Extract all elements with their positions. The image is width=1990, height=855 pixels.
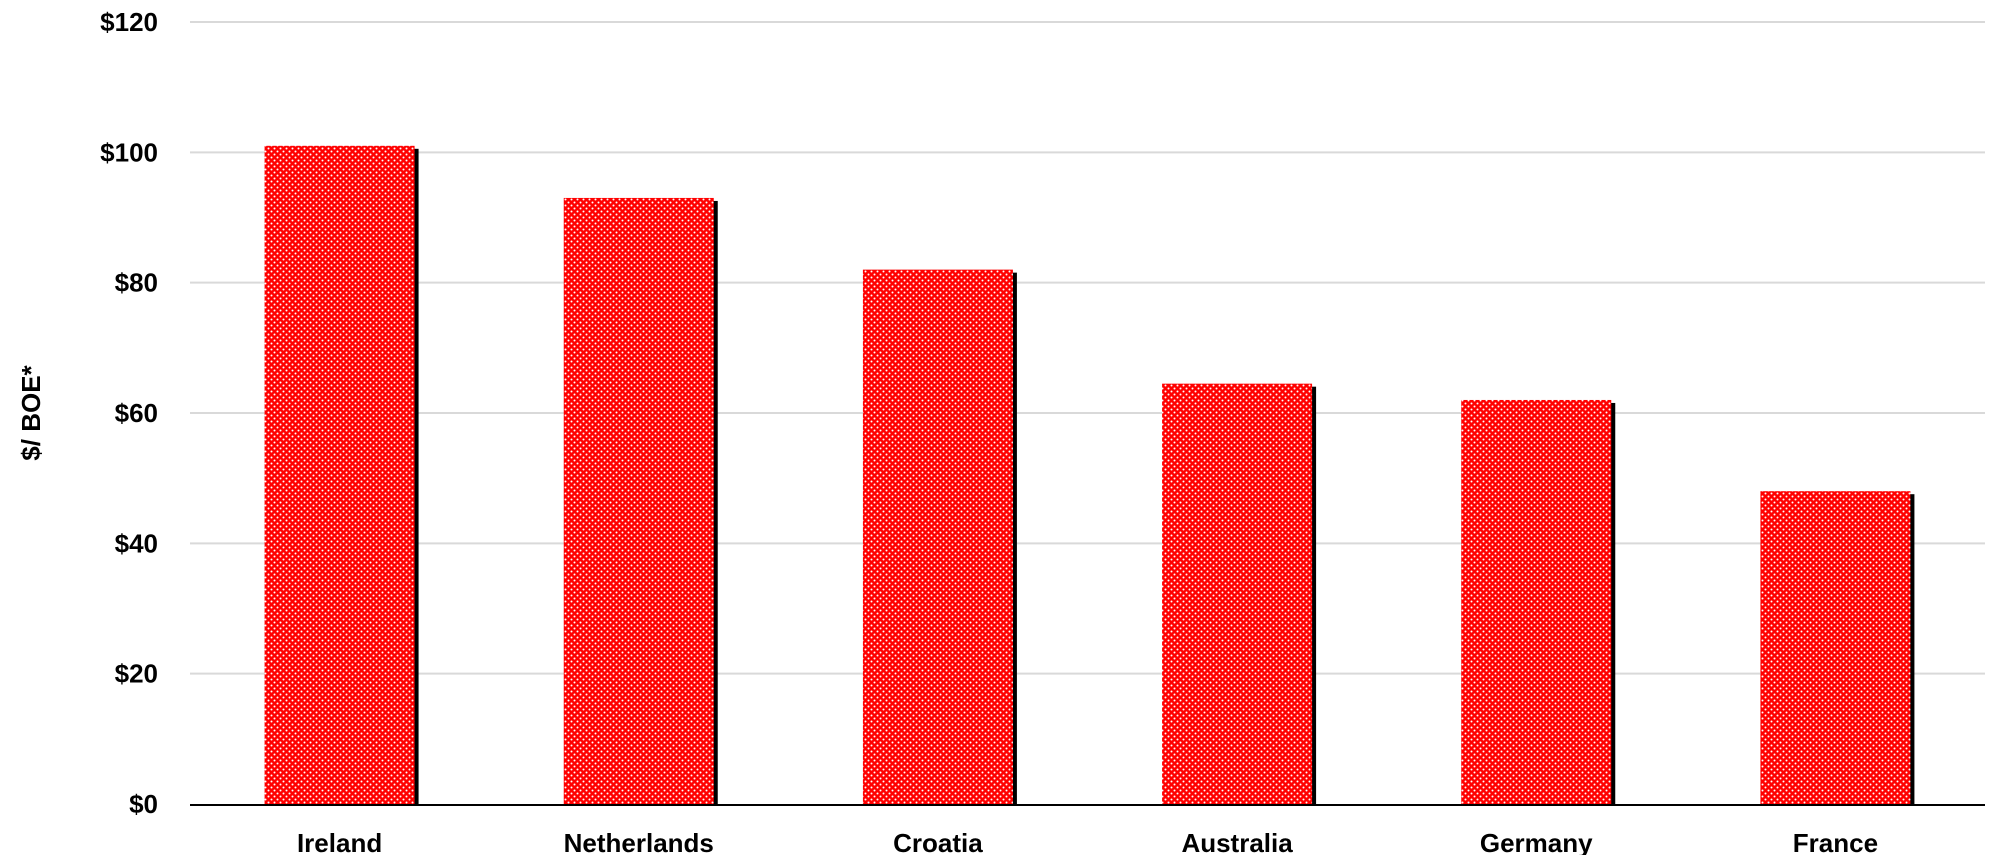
y-axis-title: $/ BOE*: [16, 364, 46, 460]
y-axis-ticks: $0 $20 $40 $60 $80 $100 $120: [100, 7, 158, 819]
y-tick-label: $100: [100, 137, 158, 167]
bar-germany: [1461, 399, 1612, 804]
x-tick-label: Netherlands: [564, 828, 714, 855]
y-tick-label: $80: [115, 268, 158, 298]
x-tick-label: Croatia: [893, 828, 983, 855]
bars: [264, 145, 1915, 805]
bar-netherlands: [563, 197, 714, 804]
x-tick-label: Ireland: [297, 828, 382, 855]
y-tick-label: $60: [115, 398, 158, 428]
bar-croatia: [862, 269, 1013, 805]
x-axis-ticks: Ireland Netherlands Croatia Australia German…: [297, 828, 1878, 855]
x-tick-label: Australia: [1181, 828, 1293, 855]
y-tick-label: $40: [115, 528, 158, 558]
y-tick-label: $120: [100, 7, 158, 37]
x-tick-label: France: [1793, 828, 1878, 855]
bar-australia: [1162, 383, 1313, 804]
y-tick-label: $20: [115, 659, 158, 689]
bar-france: [1760, 491, 1911, 804]
gridlines: [190, 21, 1985, 675]
x-tick-label: Germany: [1480, 828, 1593, 855]
bar-ireland: [264, 145, 415, 805]
y-tick-label: $0: [129, 789, 158, 819]
